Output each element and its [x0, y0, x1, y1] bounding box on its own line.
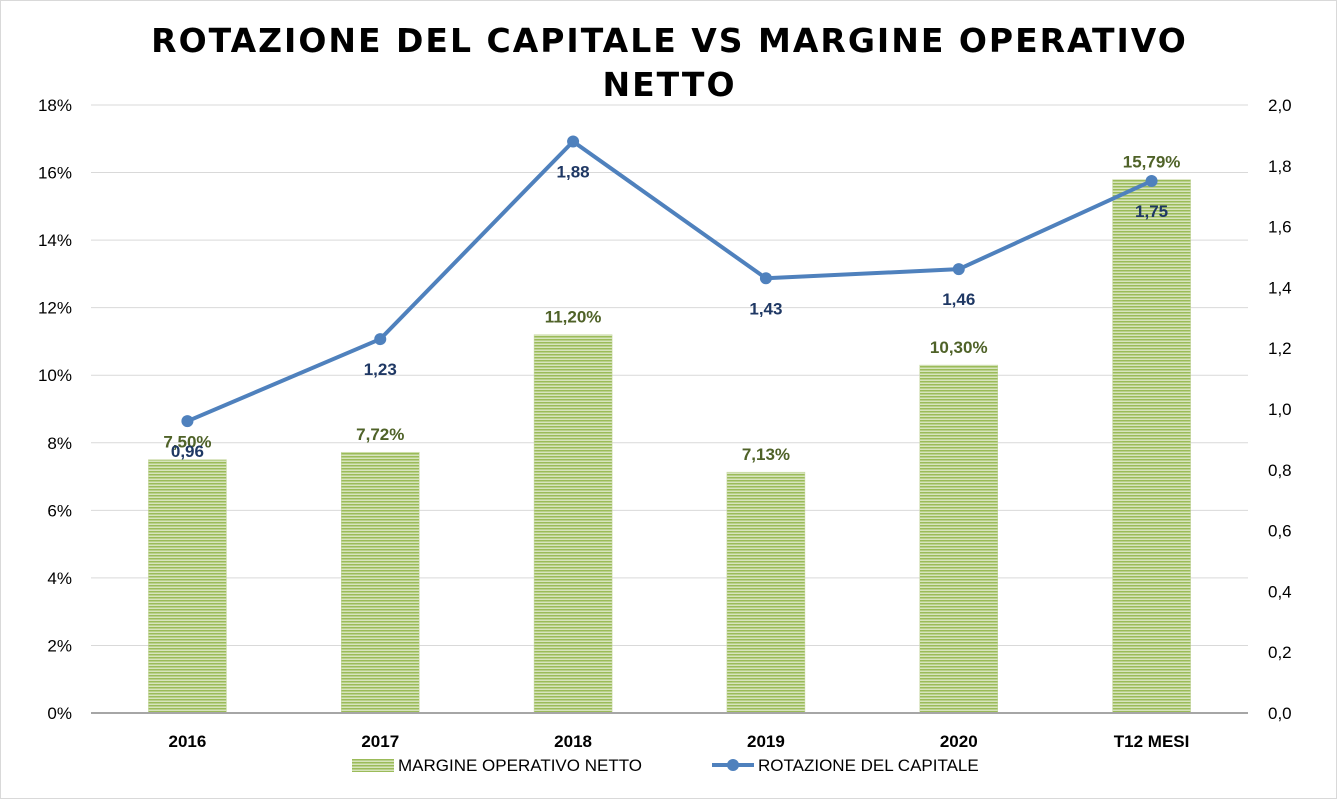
x-tick-label: 2016 [169, 732, 207, 751]
legend-swatch-bar [352, 759, 394, 772]
x-tick-label: T12 MESI [1114, 732, 1190, 751]
bar [726, 471, 806, 714]
bar-data-label: 7,13% [742, 445, 790, 464]
axes: 0% 2% 4% 6% 8% 10% 12% 14% 16% 18% 0,0 0,2 0,4 0,6 0,8… [38, 96, 1292, 751]
y-left-tick-label: 16% [38, 164, 72, 183]
y-left-tick-label: 18% [38, 96, 72, 115]
line-data-label: 0,96 [171, 442, 204, 461]
gridlines [91, 104, 1248, 646]
line-path [186, 139, 1153, 424]
y-right-tick-label: 1,8 [1268, 157, 1292, 176]
bar [148, 459, 227, 714]
y-right-tick-label: 1,0 [1268, 400, 1292, 419]
y-left-tick-label: 14% [38, 231, 72, 250]
x-tick-label: 2018 [554, 732, 592, 751]
line-data-label: 1,23 [364, 360, 397, 379]
y-left-tick-label: 4% [47, 569, 72, 588]
line-data-label: 1,46 [942, 290, 975, 309]
y-right-tick-label: 0,2 [1268, 643, 1292, 662]
y-right-tick-label: 0,8 [1268, 461, 1292, 480]
y-right-tick-label: 1,6 [1268, 218, 1292, 237]
line-data-label: 1,88 [557, 162, 590, 181]
y-left-tick-label: 0% [47, 704, 72, 723]
line-series [181, 135, 1158, 428]
y-right-tick-label: 0,6 [1268, 522, 1292, 541]
chart-title-line1: ROTAZIONE DEL CAPITALE VS MARGINE OPERAT… [151, 21, 1188, 60]
x-tick-label: 2017 [361, 732, 399, 751]
legend-label-bar: MARGINE OPERATIVO NETTO [398, 756, 642, 775]
bar-series [148, 179, 1191, 714]
chart-title-line2: NETTO [602, 65, 737, 104]
y-left-tick-label: 6% [47, 501, 72, 520]
y-right-tick-label: 0,4 [1268, 582, 1292, 601]
y-left-tick-label: 2% [47, 636, 72, 655]
legend: MARGINE OPERATIVO NETTO ROTAZIONE DEL CAP… [352, 756, 979, 775]
y-right-tick-label: 0,0 [1268, 704, 1292, 723]
bar [1112, 179, 1191, 714]
line-point [567, 135, 580, 148]
bar-data-label: 11,20% [545, 308, 602, 327]
bar-data-label: 10,30% [930, 338, 988, 357]
bar-data-label: 7,72% [356, 425, 404, 444]
bar [533, 334, 613, 714]
bar-data-label: 15,79% [1123, 153, 1181, 172]
x-tick-label: 2020 [940, 732, 978, 751]
legend-label-line: ROTAZIONE DEL CAPITALE [758, 756, 979, 775]
y-right-tick-label: 1,2 [1268, 339, 1292, 358]
y-left-tick-label: 8% [47, 434, 72, 453]
bar-data-label: 7,50% [163, 433, 211, 452]
line-point [374, 333, 387, 346]
legend-swatch-marker [727, 759, 739, 771]
line-data-label: 1,43 [749, 299, 782, 318]
bar [341, 451, 420, 714]
data-labels: 7,50% 7,72% 11,20% 7,13% 10,30% 15,79% 0,96 1,2… [163, 153, 1180, 465]
line-point [759, 272, 772, 285]
y-right-tick-label: 1,4 [1268, 278, 1292, 297]
bar [919, 364, 998, 714]
line-point [181, 415, 194, 428]
x-tick-label: 2019 [747, 732, 785, 751]
y-left-tick-label: 12% [38, 299, 72, 318]
y-left-tick-label: 10% [38, 366, 72, 385]
line-point [952, 263, 965, 276]
line-point [1145, 175, 1158, 187]
line-data-label: 1,75 [1135, 202, 1168, 221]
y-right-tick-label: 2,0 [1268, 96, 1292, 115]
